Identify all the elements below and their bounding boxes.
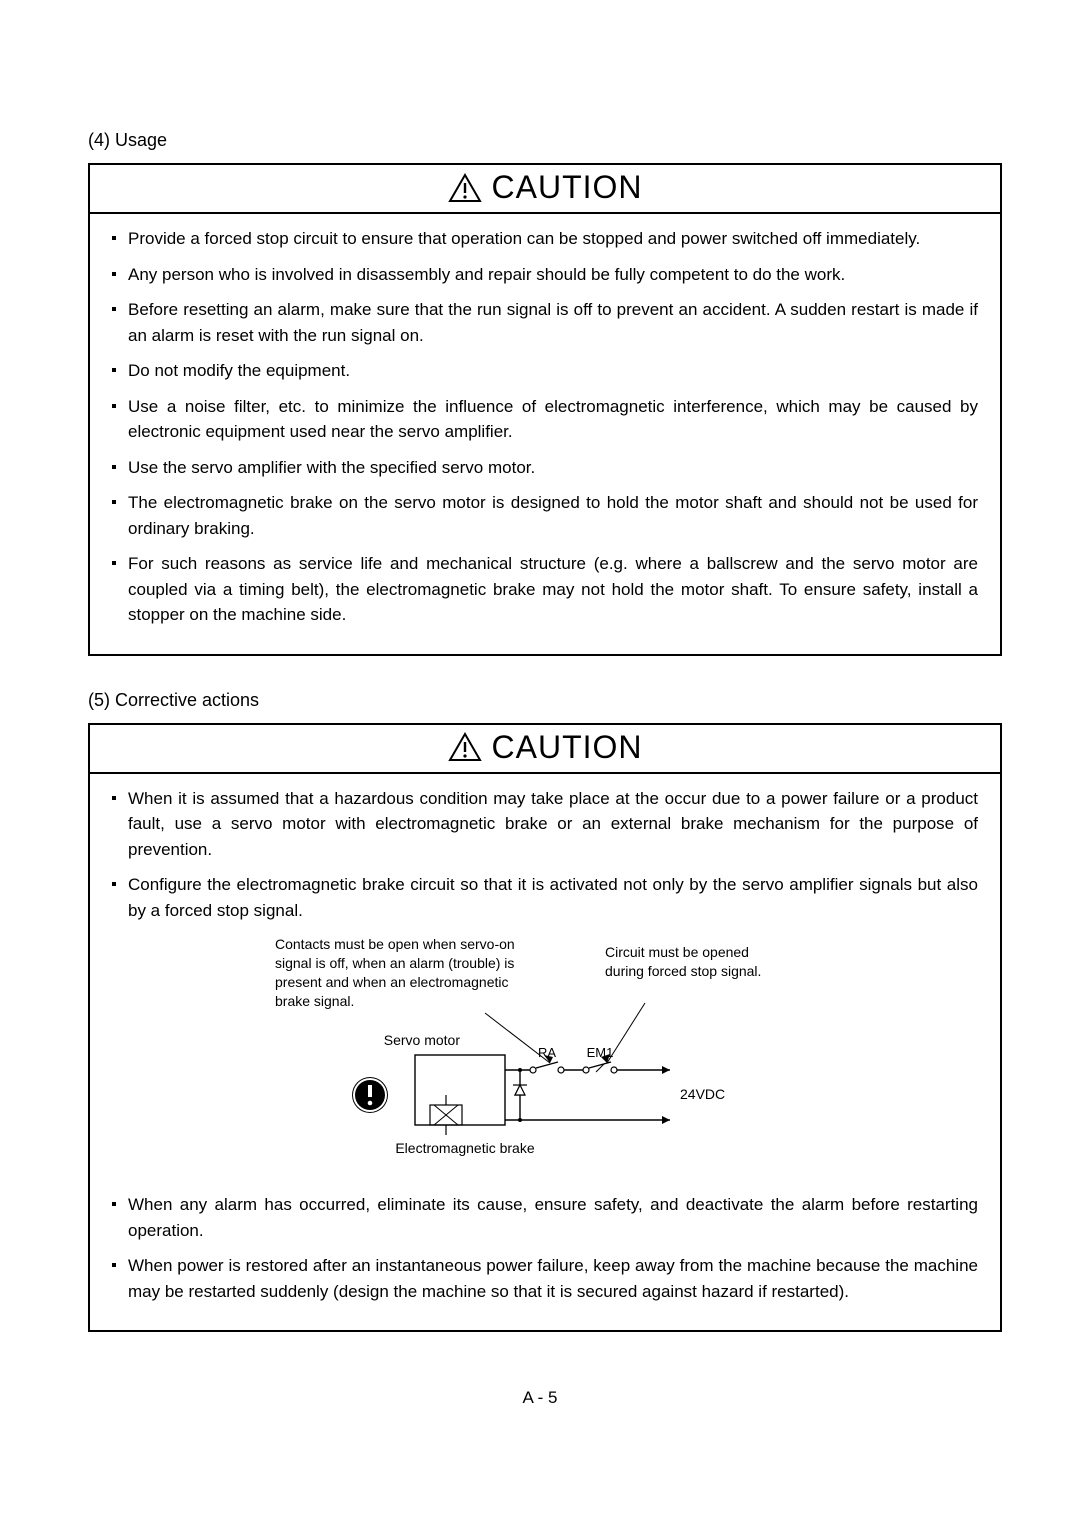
list-item: When any alarm has occurred, eliminate i… (112, 1192, 978, 1243)
vdc-label: 24VDC (680, 1086, 725, 1102)
bullet-text: Configure the electromagnetic brake circ… (128, 875, 978, 920)
arrow-right-top (662, 1066, 670, 1074)
bullet-text: Provide a forced stop circuit to ensure … (128, 229, 920, 248)
list-item: When power is restored after an instanta… (112, 1253, 978, 1304)
warning-triangle-icon (448, 173, 482, 203)
usage-bullet-list: Provide a forced stop circuit to ensure … (112, 226, 978, 628)
bullet-text: Before resetting an alarm, make sure tha… (128, 300, 978, 345)
ra-label: RA (538, 1045, 556, 1060)
caution-title-corrective: CAUTION (492, 729, 643, 766)
servo-motor-icon (352, 1077, 388, 1113)
section-heading-corrective: (5) Corrective actions (88, 690, 1002, 711)
corrective-bullet-list-bottom: When any alarm has occurred, eliminate i… (112, 1192, 978, 1304)
list-item: Before resetting an alarm, make sure tha… (112, 297, 978, 348)
diagram-note-left: Contacts must be open when servo-on sign… (275, 935, 545, 1011)
brake-label: Electromagnetic brake (395, 1140, 535, 1156)
brake-circuit-diagram: Contacts must be open when servo-on sign… (275, 935, 815, 1170)
em1-label: EM1 (587, 1045, 614, 1060)
list-item: Provide a forced stop circuit to ensure … (112, 226, 978, 252)
list-item: When it is assumed that a hazardous cond… (112, 786, 978, 863)
contact-ra-right (558, 1067, 564, 1073)
list-item: Any person who is involved in disassembl… (112, 262, 978, 288)
diagram-note-right: Circuit must be opened during forced sto… (605, 943, 765, 981)
caution-box-usage: CAUTION Provide a forced stop circuit to… (88, 163, 1002, 656)
list-item: The electromagnetic brake on the servo m… (112, 490, 978, 541)
caution-title-usage: CAUTION (492, 169, 643, 206)
caution-body-usage: Provide a forced stop circuit to ensure … (90, 214, 1000, 654)
bullet-text: When power is restored after an instanta… (128, 1256, 978, 1301)
caution-header-corrective: CAUTION (90, 725, 1000, 774)
list-item: Do not modify the equipment. (112, 358, 978, 384)
bullet-text: Any person who is involved in disassembl… (128, 265, 845, 284)
bullet-text: Do not modify the equipment. (128, 361, 350, 380)
list-item: Use the servo amplifier with the specifi… (112, 455, 978, 481)
page-number-text: A - 5 (523, 1388, 558, 1407)
bullet-text: When it is assumed that a hazardous cond… (128, 789, 978, 859)
contact-em1-left (583, 1067, 589, 1073)
caution-header-usage: CAUTION (90, 165, 1000, 214)
list-item: Configure the electromagnetic brake circ… (112, 872, 978, 923)
list-item: Use a noise filter, etc. to minimize the… (112, 394, 978, 445)
bullet-text: Use a noise filter, etc. to minimize the… (128, 397, 978, 442)
bullet-text: The electromagnetic brake on the servo m… (128, 493, 978, 538)
usage-heading-text: (4) Usage (88, 130, 167, 150)
caution-box-corrective: CAUTION When it is assumed that a hazard… (88, 723, 1002, 1333)
bullet-text: Use the servo amplifier with the specifi… (128, 458, 535, 477)
caution-body-corrective: When it is assumed that a hazardous cond… (90, 774, 1000, 1331)
arrow-right-bottom (662, 1116, 670, 1124)
list-item: For such reasons as service life and mec… (112, 551, 978, 628)
diode-icon (515, 1085, 525, 1095)
corrective-heading-text: (5) Corrective actions (88, 690, 259, 710)
page-number: A - 5 (0, 1388, 1080, 1408)
section-heading-usage: (4) Usage (88, 130, 1002, 151)
contact-em1-right (611, 1067, 617, 1073)
motor-body (415, 1055, 505, 1125)
warning-triangle-icon (448, 732, 482, 762)
contact-ra-left (530, 1067, 536, 1073)
corrective-bullet-list-top: When it is assumed that a hazardous cond… (112, 786, 978, 924)
bullet-text: When any alarm has occurred, eliminate i… (128, 1195, 978, 1240)
bullet-text: For such reasons as service life and mec… (128, 554, 978, 624)
servo-motor-label: Servo motor (384, 1032, 461, 1048)
